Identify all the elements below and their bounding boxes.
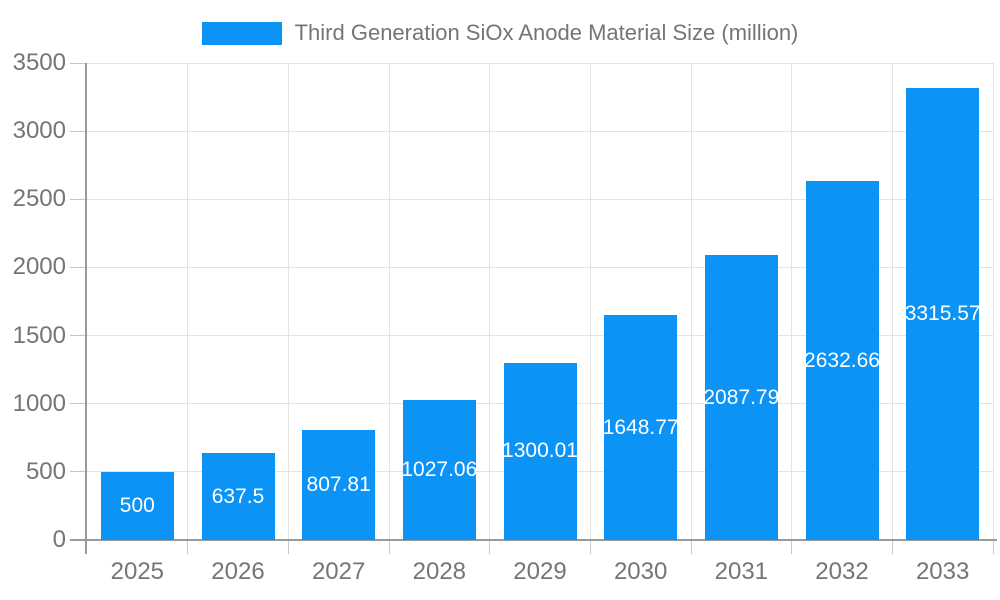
x-axis-tick [589,540,591,554]
bar: 1027.06 [402,400,476,540]
horizontal-gridline [87,335,993,337]
y-axis-tick [70,62,87,64]
x-tick-label: 2029 [513,558,567,585]
bar: 3315.57 [906,88,980,540]
bar-value-label: 2087.79 [704,385,778,409]
bar: 2632.66 [805,181,879,540]
bar-value-label: 2632.66 [805,348,879,372]
vertical-gridline [690,63,692,540]
x-tick-label: 2026 [211,558,265,585]
vertical-gridline [791,63,793,540]
bar: 1300.01 [503,362,577,540]
x-axis-tick [891,540,893,554]
bar: 637.5 [201,453,275,540]
bar-value-label: 1300.01 [503,439,577,463]
y-tick-label: 1500 [12,321,66,349]
horizontal-gridline [87,130,993,132]
x-axis-tick [992,540,994,554]
y-tick-label: 500 [25,457,66,485]
y-axis-tick [70,471,87,473]
vertical-gridline [388,63,390,540]
y-axis-tick [70,266,87,268]
bar: 500 [100,471,174,540]
legend-swatch [201,21,282,45]
x-axis-tick [287,540,289,554]
y-tick-label: 1000 [12,389,66,417]
x-axis-tick [489,540,491,554]
chart-legend: Third Generation SiOx Anode Material Siz… [0,20,1000,46]
bar: 807.81 [302,429,376,540]
x-tick-label: 2027 [311,558,366,585]
vertical-gridline [891,63,893,540]
horizontal-gridline [87,62,993,64]
y-axis-tick [70,130,87,132]
bar-value-label: 1027.06 [402,458,476,481]
x-tick-label: 2025 [110,558,165,585]
vertical-gridline [187,63,189,540]
x-axis-tick [690,540,692,554]
x-axis-tick [791,540,793,554]
vertical-gridline [489,63,491,540]
x-tick-label: 2032 [815,558,869,585]
x-axis-tick [388,540,390,554]
bar-value-label: 500 [119,493,155,517]
x-axis-line [70,539,997,541]
y-tick-label: 2000 [12,253,66,281]
bar-value-label: 807.81 [306,472,371,496]
horizontal-gridline [87,198,993,200]
vertical-gridline [287,63,289,540]
y-tick-label: 2500 [12,185,66,213]
y-tick-label: 3000 [12,117,66,145]
x-tick-label: 2030 [613,558,668,585]
bar-value-label: 637.5 [211,484,265,508]
y-axis-line [85,63,87,554]
y-tick-label: 3500 [12,49,66,76]
horizontal-gridline [87,266,993,268]
bar-value-label: 1648.77 [604,415,678,439]
x-tick-label: 2031 [714,558,769,585]
vertical-gridline [589,63,591,540]
bar: 2087.79 [704,255,778,540]
y-tick-label: 0 [52,526,66,553]
y-axis-tick [70,198,87,200]
legend-label: Third Generation SiOx Anode Material Siz… [294,20,799,45]
vertical-gridline [992,63,994,540]
bar: 1648.77 [604,315,678,540]
x-tick-label: 2028 [412,558,467,585]
bar-value-label: 3315.57 [906,302,980,326]
x-tick-label: 2033 [915,558,970,585]
x-axis-tick [187,540,189,554]
y-axis-tick [70,403,87,405]
y-axis-tick [70,335,87,337]
